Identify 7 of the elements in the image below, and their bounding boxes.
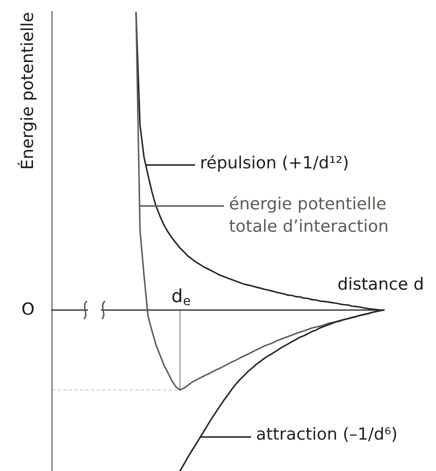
- text: O: [22, 302, 34, 315]
- legend-label: attraction (–1/d⁶): [257, 427, 396, 442]
- text: énergie potentielle totale d’interaction: [229, 196, 388, 232]
- legend-label: répulsion (+1/d¹²): [202, 155, 348, 172]
- x-axis-title: distance d: [338, 276, 422, 290]
- y-axis-title: Énergie potentielle: [18, 12, 36, 168]
- annotation: d$_{e}$: [172, 288, 190, 306]
